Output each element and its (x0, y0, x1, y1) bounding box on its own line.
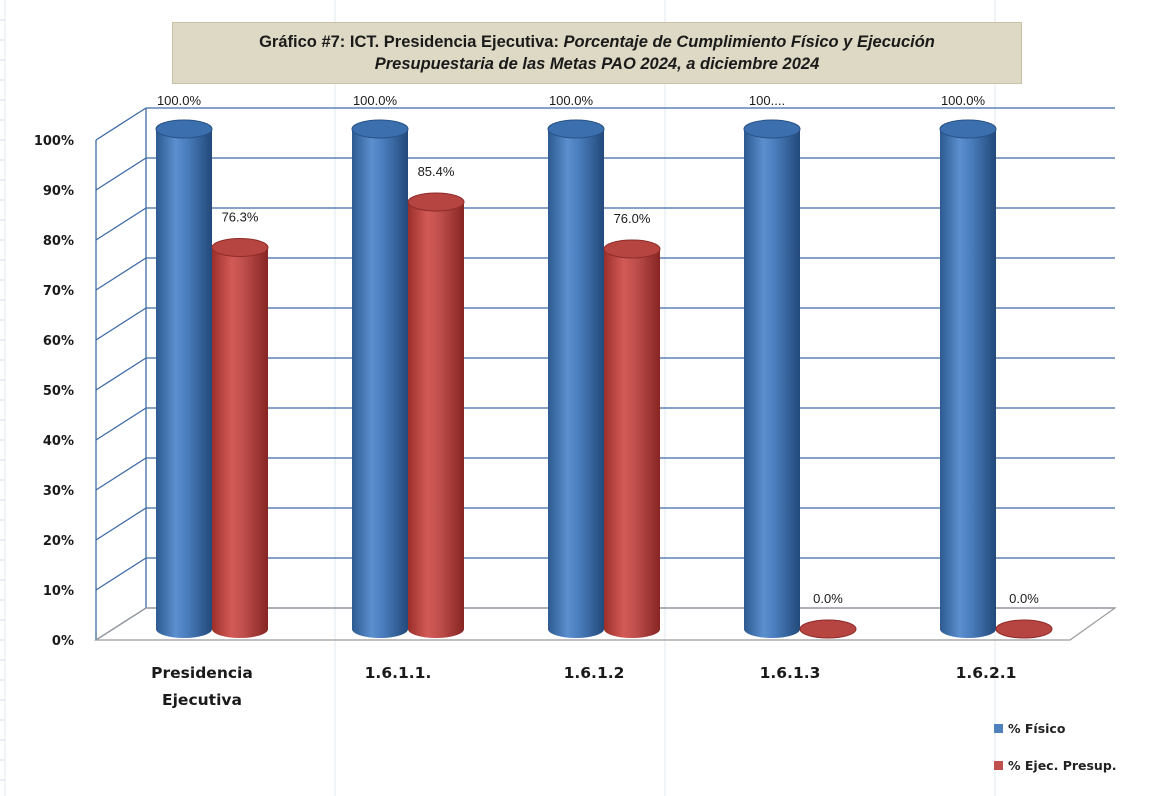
gridline-wall (95, 307, 147, 341)
labels-layer: 100.0% 76.3% Presidencia Ejecutiva 100.0% 85.… (151, 93, 1039, 709)
bar-fisico (939, 119, 997, 638)
data-label: 76.3% (222, 210, 259, 225)
y-tick-label: 60% (43, 334, 74, 349)
gridline-wall (95, 457, 147, 491)
bar-fisico (155, 119, 213, 638)
bar-body (156, 129, 212, 638)
x-category-label-line: 1.6.1.3 (760, 664, 821, 682)
bars-layer (155, 119, 1053, 639)
data-label: 100.0% (157, 93, 202, 108)
y-tick-label: 0% (52, 634, 74, 649)
data-label: 0.0% (813, 591, 843, 606)
x-category-label: 1.6.1.1. (365, 664, 432, 682)
chart-legend: % Físico % Ejec. Presup. (994, 718, 1117, 792)
data-label: 100.0% (353, 93, 398, 108)
chart-title-prefix: Gráfico #7: ICT. Presidencia Ejecutiva: (259, 33, 564, 51)
y-tick-label: 80% (43, 234, 74, 249)
gridline-wall (95, 257, 147, 291)
bar-fisico (743, 119, 801, 638)
gridline-wall (95, 107, 147, 141)
y-tick-label: 100% (34, 134, 74, 149)
data-label: 76.0% (614, 211, 651, 226)
y-tick-label: 40% (43, 434, 74, 449)
bar-ejec-presup (407, 192, 465, 638)
y-tick-label: 90% (43, 184, 74, 199)
legend-label-fisico: % Físico (1008, 720, 1066, 736)
legend-swatch-fisico (994, 723, 1003, 733)
bar-top (799, 619, 857, 639)
bar-ejec-presup (211, 238, 269, 638)
x-category-label-line: 1.6.1.2 (564, 664, 625, 682)
y-tick-label: 20% (43, 534, 74, 549)
x-category-label-line: 1.6.2.1 (956, 664, 1017, 682)
bar-body (744, 129, 800, 638)
gridline-wall (95, 557, 147, 591)
bar-fisico (351, 119, 409, 638)
bar-body (604, 249, 660, 638)
legend-swatch-ejec-presup (994, 760, 1003, 770)
data-label: 100.0% (941, 93, 986, 108)
gridline-wall (95, 407, 147, 441)
x-category-label: 1.6.1.3 (760, 664, 821, 682)
bar-body (212, 247, 268, 638)
bar-top (603, 239, 661, 259)
legend-item-ejec-presup: % Ejec. Presup. (994, 755, 1117, 775)
chart-floor (93, 607, 1117, 641)
chart-title-line-1: Gráfico #7: ICT. Presidencia Ejecutiva: … (259, 31, 935, 53)
bar-top (407, 192, 465, 212)
bar-top (351, 119, 409, 139)
gridline-wall (95, 357, 147, 391)
x-category-label: Presidencia Ejecutiva (151, 664, 253, 709)
x-category-label: 1.6.1.2 (564, 664, 625, 682)
bar-ejec-presup (995, 619, 1053, 639)
bar-top (743, 119, 801, 139)
chart-title: Gráfico #7: ICT. Presidencia Ejecutiva: … (172, 22, 1022, 84)
bar-ejec-presup (799, 619, 857, 639)
bar-top (939, 119, 997, 139)
bar-top (995, 619, 1053, 639)
y-tick-label: 50% (43, 384, 74, 399)
bar-body (408, 202, 464, 638)
x-category-label: 1.6.2.1 (956, 664, 1017, 682)
bar-body (352, 129, 408, 638)
y-tick-label: 70% (43, 284, 74, 299)
data-label: 100.... (749, 93, 785, 108)
data-label: 100.0% (549, 93, 594, 108)
x-category-label-line: 1.6.1.1. (365, 664, 432, 682)
bar-top (211, 238, 269, 257)
data-label: 0.0% (1009, 591, 1039, 606)
legend-item-fisico: % Físico (994, 718, 1117, 738)
bar-top (547, 119, 605, 139)
chart-title-italic-1: Porcentaje de Cumplimiento Físico y Ejec… (563, 33, 935, 51)
y-tick-label: 30% (43, 484, 74, 499)
bar-top (155, 119, 213, 139)
bar-fisico (547, 119, 605, 638)
y-tick-label: 10% (43, 584, 74, 599)
bar-ejec-presup (603, 239, 661, 638)
bar-body (940, 129, 996, 638)
gridline-wall (95, 207, 147, 241)
data-label: 85.4% (418, 164, 455, 179)
chart-title-line-2: Presupuestaria de las Metas PAO 2024, a … (374, 55, 820, 73)
x-category-label-line: Ejecutiva (162, 691, 242, 709)
x-category-label-line: Presidencia (151, 664, 253, 682)
bar-body (548, 129, 604, 638)
gridline-wall (95, 157, 147, 191)
gridline-wall (95, 507, 147, 541)
legend-label-ejec-presup: % Ejec. Presup. (1008, 757, 1117, 773)
